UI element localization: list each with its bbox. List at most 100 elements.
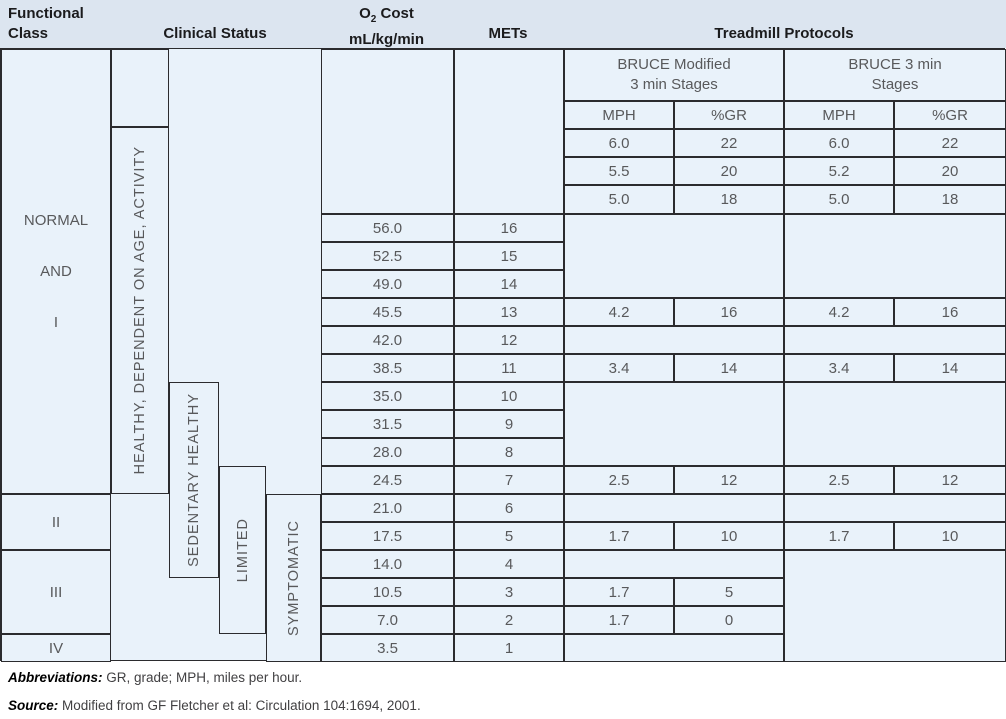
mets-cell: 5 — [454, 522, 564, 550]
bruce-3min-header-cell: BRUCE 3 min Stages — [784, 49, 1006, 101]
bruce-modified-empty-cell — [564, 550, 784, 578]
mets-cell: 6 — [454, 494, 564, 522]
mph-cell: 3.4 — [784, 354, 894, 382]
functional-class-normal-cell: NORMAL AND I — [1, 49, 111, 494]
o2-cost-cell: 52.5 — [321, 242, 454, 270]
mph-cell: 3.4 — [564, 354, 674, 382]
bruce-modified-empty-cell — [564, 214, 784, 298]
bruce-3min-empty-cell — [784, 550, 1006, 662]
bruce-modified-mph-header: MPH — [564, 101, 674, 129]
grade-cell: 0 — [674, 606, 784, 634]
mets-empty-top-cell — [454, 49, 564, 214]
mets-cell: 8 — [454, 438, 564, 466]
functional-class-header-line1: Functional — [8, 5, 84, 22]
mets-header: METs — [488, 25, 528, 42]
grade-cell: 14 — [674, 354, 784, 382]
healthy-label: HEALTHY, DEPENDENT ON AGE, ACTIVITY — [132, 146, 148, 475]
o2-cost-cell: 49.0 — [321, 270, 454, 298]
grade-cell: 12 — [674, 466, 784, 494]
mets-cell: 16 — [454, 214, 564, 242]
grade-cell: 18 — [674, 185, 784, 214]
mets-cell: 10 — [454, 382, 564, 410]
mph-cell: 1.7 — [784, 522, 894, 550]
mets-cell: 9 — [454, 410, 564, 438]
source-note: Source: Modified from GF Fletcher et al:… — [8, 698, 421, 713]
functional-class-one: I — [53, 314, 59, 331]
o2-cost-cell: 3.5 — [321, 634, 454, 662]
bruce-modified-empty-cell — [564, 634, 784, 662]
o2-cost-cell: 56.0 — [321, 214, 454, 242]
mph-cell: 4.2 — [784, 298, 894, 326]
grade-cell: 16 — [674, 298, 784, 326]
o2-cost-cell: 31.5 — [321, 410, 454, 438]
o2-cost-header: O2 Cost mL/kg/min — [320, 4, 453, 50]
o2-cost-cell: 17.5 — [321, 522, 454, 550]
bruce-modified-empty-cell — [564, 326, 784, 354]
mph-cell: 2.5 — [784, 466, 894, 494]
o2-cost-cell: 42.0 — [321, 326, 454, 354]
bruce-3min-empty-cell — [784, 326, 1006, 354]
protocol-table: NORMAL AND I II III IV HEALTHY, DEPENDEN… — [0, 48, 1006, 662]
o2-cost-header-line2: mL/kg/min — [348, 31, 424, 48]
mets-cell: 11 — [454, 354, 564, 382]
clinical-status-header: Clinical Status — [163, 25, 267, 42]
functional-class-iv-cell: IV — [1, 634, 111, 662]
header-band — [0, 0, 1006, 48]
functional-class-and: AND — [40, 263, 72, 280]
mph-cell: 6.0 — [564, 129, 674, 157]
mph-cell: 5.2 — [784, 157, 894, 185]
source-label: Source: — [8, 698, 59, 713]
grade-cell: 10 — [674, 522, 784, 550]
mph-cell: 5.0 — [564, 185, 674, 214]
mph-cell: 4.2 — [564, 298, 674, 326]
sedentary-healthy-label: SEDENTARY HEALTHY — [186, 393, 202, 567]
o2-cost-cell: 38.5 — [321, 354, 454, 382]
grade-cell: 10 — [894, 522, 1006, 550]
clinical-status-symptomatic-cell: SYMPTOMATIC — [266, 494, 321, 662]
bruce-3min-empty-cell — [784, 494, 1006, 522]
functional-class-normal: NORMAL — [23, 212, 89, 229]
mph-cell: 1.7 — [564, 606, 674, 634]
mph-cell: 1.7 — [564, 522, 674, 550]
o2-cost-cell: 7.0 — [321, 606, 454, 634]
o2-cost-cell: 10.5 — [321, 578, 454, 606]
o2-cost-header-line1: O2 Cost — [359, 5, 414, 25]
mets-cell: 13 — [454, 298, 564, 326]
bruce-3min-empty-cell — [784, 382, 1006, 466]
bruce-3min-mph-header: MPH — [784, 101, 894, 129]
mph-cell: 1.7 — [564, 578, 674, 606]
treadmill-protocols-header: Treadmill Protocols — [714, 25, 854, 42]
mets-cell: 15 — [454, 242, 564, 270]
o2-cost-cell: 21.0 — [321, 494, 454, 522]
functional-class-header: Functional Class — [8, 4, 84, 44]
limited-label: LIMITED — [234, 517, 251, 583]
grade-cell: 22 — [894, 129, 1006, 157]
bruce-3min-gr-header: %GR — [894, 101, 1006, 129]
grade-cell: 20 — [674, 157, 784, 185]
grade-cell: 14 — [894, 354, 1006, 382]
mets-cell: 1 — [454, 634, 564, 662]
o2-cost-cell: 28.0 — [321, 438, 454, 466]
clinical-status-healthy-cell: HEALTHY, DEPENDENT ON AGE, ACTIVITY — [111, 127, 169, 494]
mph-cell: 5.0 — [784, 185, 894, 214]
abbreviations-note: Abbreviations: GR, grade; MPH, miles per… — [8, 670, 303, 685]
clinical-status-empty-cell — [111, 49, 169, 127]
functional-class-iii-cell: III — [1, 550, 111, 634]
mets-cell: 12 — [454, 326, 564, 354]
bruce-modified-empty-cell — [564, 494, 784, 522]
grade-cell: 20 — [894, 157, 1006, 185]
grade-cell: 12 — [894, 466, 1006, 494]
abbreviations-label: Abbreviations: — [8, 670, 103, 685]
o2-cost-cell: 35.0 — [321, 382, 454, 410]
o2-cost-cell: 14.0 — [321, 550, 454, 578]
bruce-modified-empty-cell — [564, 382, 784, 466]
mph-cell: 2.5 — [564, 466, 674, 494]
mets-cell: 14 — [454, 270, 564, 298]
bruce-3min-empty-cell — [784, 214, 1006, 298]
mets-cell: 4 — [454, 550, 564, 578]
functional-class-header-line2: Class — [8, 25, 49, 42]
bruce-modified-gr-header: %GR — [674, 101, 784, 129]
mets-cell: 2 — [454, 606, 564, 634]
bruce-modified-header-cell: BRUCE Modified 3 min Stages — [564, 49, 784, 101]
